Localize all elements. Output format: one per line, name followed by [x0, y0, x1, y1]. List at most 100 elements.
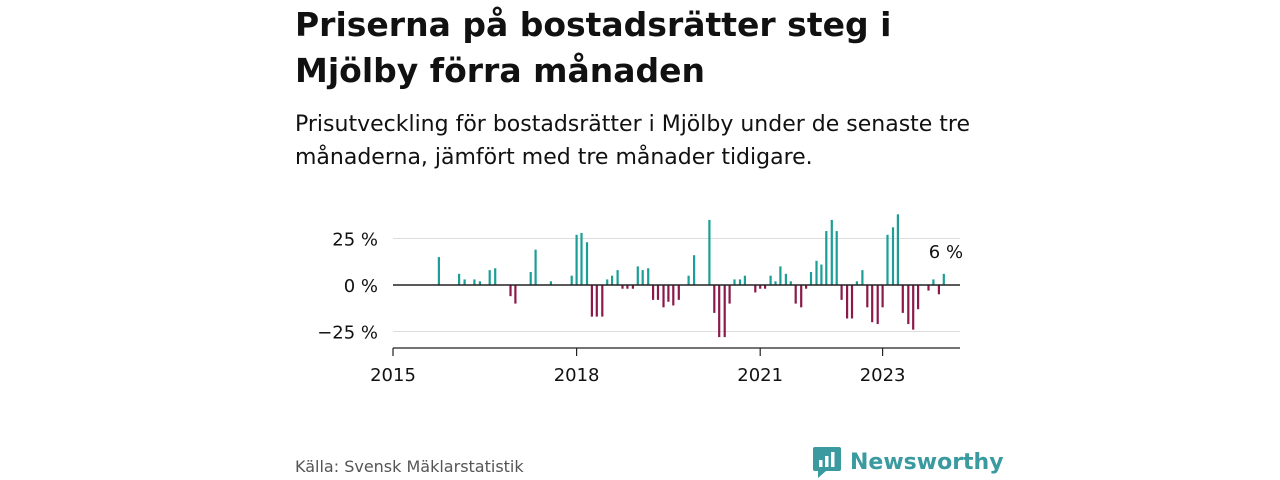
x-tick-label: 2015 [370, 365, 416, 386]
bar [570, 275, 573, 285]
bar-series [437, 214, 945, 338]
bar [779, 266, 782, 285]
bar [494, 268, 497, 285]
bar [932, 279, 935, 285]
bar [473, 279, 476, 285]
x-tick-label: 2018 [554, 365, 600, 386]
bar [652, 285, 655, 300]
bar [907, 285, 910, 325]
bar [774, 281, 777, 285]
bar [763, 285, 767, 289]
bar [789, 281, 792, 285]
bar [723, 285, 726, 338]
bar [846, 285, 849, 319]
bar [718, 285, 721, 338]
bar [937, 285, 941, 295]
bar-chart: 25 % 0 % −25 % 2015 2018 2021 2023 6 % [317, 214, 963, 387]
source-text: Källa: Svensk Mäklarstatistik [295, 457, 524, 476]
bar [728, 285, 731, 304]
bar [687, 275, 690, 285]
bar [529, 271, 532, 285]
bar [916, 285, 920, 310]
bar [641, 270, 644, 285]
bar [478, 281, 482, 285]
bar [514, 285, 517, 304]
chart-title: Priserna på bostadsrätter steg i Mjölby … [295, 5, 892, 90]
bar [738, 279, 742, 285]
bar [580, 232, 583, 285]
bar [850, 285, 854, 319]
bar [590, 285, 593, 317]
bar [647, 268, 650, 285]
bar [835, 231, 838, 285]
bar [912, 285, 915, 330]
bar [606, 279, 609, 285]
bar [677, 285, 680, 300]
bar [769, 275, 772, 285]
bar [861, 270, 864, 285]
bar [840, 285, 843, 300]
grid-lines [393, 238, 960, 332]
bar [881, 285, 884, 308]
bar [672, 285, 675, 306]
bar [866, 285, 869, 308]
bar [830, 219, 833, 285]
bar [610, 275, 614, 285]
bar [794, 285, 797, 304]
bar [855, 281, 858, 285]
bar [575, 234, 578, 285]
axes [392, 284, 960, 356]
bar [891, 227, 895, 285]
bar [601, 285, 604, 317]
bar [800, 285, 803, 308]
bar [585, 242, 589, 285]
bar [656, 285, 660, 300]
bar [463, 279, 466, 285]
bar [754, 285, 757, 293]
bar [886, 234, 889, 285]
chart-subtitle: Prisutveckling för bostadsrätter i Mjölb… [295, 112, 971, 170]
bar [616, 270, 619, 285]
bar [631, 285, 635, 289]
last-value-label: 6 % [929, 242, 963, 263]
bar [733, 279, 736, 285]
x-tick-label: 2023 [860, 365, 906, 386]
bar [871, 285, 874, 323]
brand-logo[interactable]: Newsworthy [812, 445, 1004, 479]
bar [901, 285, 904, 313]
bar [662, 285, 665, 308]
axis-labels: 25 % 0 % −25 % 2015 2018 2021 2023 6 % [317, 230, 963, 387]
bar [488, 270, 491, 285]
y-tick-label: −25 % [317, 323, 378, 344]
bar [534, 249, 537, 285]
bar [626, 285, 629, 289]
bar [713, 285, 716, 313]
brand-name: Newsworthy [850, 449, 1004, 475]
y-tick-label: 25 % [332, 230, 378, 251]
bar [805, 285, 808, 289]
bar [815, 260, 818, 285]
bar [825, 231, 828, 285]
bar [549, 281, 552, 285]
bar [809, 271, 813, 285]
bar [759, 285, 762, 289]
bar [876, 285, 879, 325]
bar [820, 264, 823, 285]
x-tick-label: 2021 [737, 365, 783, 386]
bar [509, 285, 512, 297]
bar [927, 285, 930, 291]
newsworthy-logo-icon [813, 447, 841, 478]
bar [896, 214, 899, 285]
bar [667, 285, 670, 302]
bar [437, 257, 440, 285]
bar [942, 273, 945, 285]
bar [708, 219, 711, 285]
y-tick-label: 0 % [344, 276, 378, 297]
bar [743, 275, 746, 285]
bar [636, 266, 639, 285]
bar [595, 285, 598, 317]
bar [784, 273, 788, 285]
bar [621, 285, 624, 289]
bar [693, 255, 696, 285]
bar [457, 273, 461, 285]
